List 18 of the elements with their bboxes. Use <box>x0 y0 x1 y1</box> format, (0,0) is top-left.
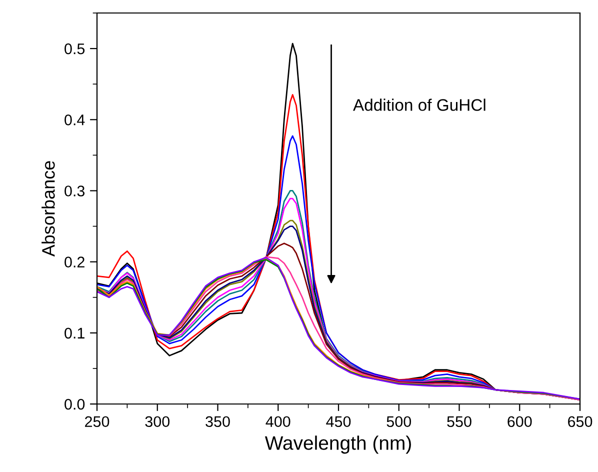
y-tick-label: 0.0 <box>64 398 85 410</box>
x-axis-title: Wavelength (nm) <box>264 436 411 454</box>
x-tick-label: 400 <box>266 416 290 428</box>
x-tick-label: 600 <box>508 416 532 428</box>
y-tick-label: 0.2 <box>64 256 84 268</box>
x-tick-label: 300 <box>145 416 170 428</box>
x-tick-label: 350 <box>206 416 230 428</box>
y-axis-title: Absorbance <box>42 161 55 257</box>
y-tick-label: 0.5 <box>64 43 85 54</box>
y-tick-label: 0.3 <box>64 186 85 196</box>
x-tick-label: 650 <box>568 416 592 428</box>
x-tick-label: 500 <box>386 416 412 428</box>
annotation: Addition of GuHCl <box>353 98 486 111</box>
x-tick-label: 450 <box>326 416 351 428</box>
x-tick-label: 250 <box>85 416 110 428</box>
x-tick-label: 550 <box>447 416 472 428</box>
y-tick-label: 0.1 <box>64 328 84 339</box>
y-tick-label: 0.4 <box>64 114 85 126</box>
